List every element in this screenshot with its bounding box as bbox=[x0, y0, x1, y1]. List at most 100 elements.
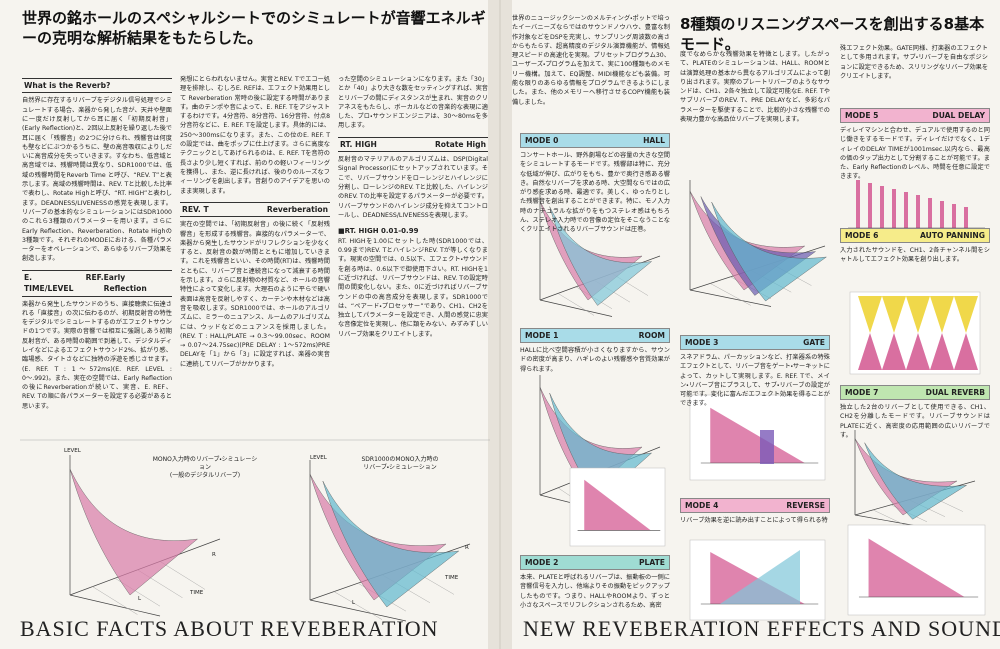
mode-name: HALL bbox=[643, 136, 665, 145]
mode-label: MODE 6 bbox=[845, 231, 879, 240]
left-column: った空間のシミュレーションになります。また「30」とか「40」より大きな数をセッ… bbox=[338, 75, 488, 345]
mode-box: MODE 6 AUTO PANNING 入力されたサウンドを、CH1、2各チャンネル… bbox=[840, 228, 990, 265]
figure-caption: MONO入力時のリバーブ・シミュレーション (一般のデジタルリバーブ) bbox=[150, 456, 260, 479]
mode-name: DUAL REVERB bbox=[925, 388, 985, 397]
diagram-grid bbox=[333, 591, 383, 620]
axis-label: R bbox=[212, 552, 216, 558]
pan-shape bbox=[930, 296, 954, 333]
axis-label: LEVEL bbox=[310, 455, 327, 461]
delay-tap bbox=[940, 201, 944, 228]
subsection-heading: ■RT. HIGH 0.01-0.99 bbox=[338, 227, 419, 236]
delay-tap bbox=[928, 198, 932, 228]
mode-header: MODE 4 REVERSE bbox=[680, 498, 830, 513]
section-heading: RT. HIGH Rotate High bbox=[338, 136, 488, 153]
pan-shape bbox=[954, 296, 978, 333]
mode-header: MODE 7 DUAL REVERB bbox=[840, 385, 990, 400]
heading: REV. T bbox=[182, 204, 209, 214]
mode-header: MODE 1 ROOM bbox=[520, 328, 670, 343]
pan-shape bbox=[882, 296, 906, 333]
delay-tap bbox=[880, 186, 884, 228]
mode-header: MODE 3 GATE bbox=[680, 335, 830, 350]
diagram-axis bbox=[689, 289, 772, 307]
mode-name: DUAL DELAY bbox=[932, 111, 985, 120]
reverb-shape bbox=[711, 201, 828, 302]
diagram-grid bbox=[872, 509, 910, 528]
diagram-axis bbox=[69, 594, 161, 617]
section: E. REF. TIME/LEVEL Early Reflection 楽器から発… bbox=[22, 269, 172, 411]
mode-header: MODE 2 PLATE bbox=[520, 555, 670, 570]
pan-shape bbox=[858, 296, 882, 333]
pan-shape bbox=[882, 333, 906, 370]
figure-caption: SDR1000のMONO入力時の リバーブ・シミュレーション bbox=[340, 456, 460, 472]
mode-description: HALLに比べ空間容積が小さくなりますから、サウンドの密度が高まり、ハギレのよい… bbox=[520, 347, 670, 373]
pan-shape bbox=[906, 333, 930, 370]
mode-label: MODE 1 bbox=[525, 331, 559, 340]
reverse-shape bbox=[720, 550, 800, 604]
decay-shape bbox=[868, 538, 965, 597]
mode-label: MODE 4 bbox=[685, 501, 719, 510]
mode-label: MODE 2 bbox=[525, 558, 559, 567]
reverb-shape bbox=[69, 468, 199, 596]
heading: E. REF. TIME/LEVEL bbox=[24, 272, 104, 294]
axis-label: LEVEL bbox=[64, 448, 81, 454]
gate-segment bbox=[760, 430, 774, 464]
delay-tap bbox=[904, 192, 908, 228]
continued-text: 殊エフェクト効果。GATE同様、打楽器のエフェクトとして多用されます。サブ・リバ… bbox=[840, 45, 989, 80]
mode-description: 独立した2台のリバーブとして使用できる、CH1、CH2を分離したモードです。リバ… bbox=[840, 404, 990, 439]
body-text: RT. HIGHを1.00にセットした時(SDR1000では、0.99まで)RE… bbox=[338, 237, 488, 338]
mode-label: MODE 3 bbox=[685, 338, 719, 347]
mode-label: MODE 7 bbox=[845, 388, 879, 397]
pan-shape bbox=[858, 333, 882, 370]
mode-box: MODE 1 ROOM HALLに比べ空間容積が小さくなりますから、サウンドの密度が… bbox=[520, 328, 670, 374]
caption-line: リバーブ・シミュレーション bbox=[363, 463, 437, 471]
pan-shape bbox=[954, 333, 978, 370]
mode-box: MODE 5 DUAL DELAY ディレイマシンと合わせ、デュアルで使用するのと同… bbox=[840, 108, 990, 182]
section: 発想にとらわれないません。実音とREV. Tでエコー処理を排除し、むしろE. R… bbox=[180, 75, 330, 196]
decay-shape bbox=[710, 407, 805, 463]
diagram-grid bbox=[557, 293, 595, 316]
subheading: Reverberation bbox=[266, 204, 328, 214]
axis-label: L bbox=[138, 596, 142, 602]
mode-name: REVERSE bbox=[786, 501, 825, 510]
mode-label: MODE 5 bbox=[845, 111, 879, 120]
left-footer: BASIC FACTS ABOUT REVEBERATION bbox=[20, 616, 439, 641]
mode-box: MODE 3 GATE スネアドラム、パーカッションなど、打楽器系の特殊エフェクトと… bbox=[680, 335, 830, 409]
delay-tap bbox=[916, 195, 920, 228]
decay-shape bbox=[584, 479, 651, 531]
delay-tap bbox=[892, 189, 896, 228]
mode-description: 本来、PLATEと呼ばれるリバーブは、振動板の一側に音響信号を入力し、他端よりそ… bbox=[520, 574, 670, 609]
diagram-axis bbox=[539, 299, 613, 317]
mode-description: ディレイマシンと合わせ、デュアルで使用するのと同じ働きをするモードです。ディレイ… bbox=[840, 127, 990, 181]
section: What is the Reverb? 自然界に存在するリバーブをデジタル信号処… bbox=[22, 78, 172, 264]
body-text: 反射音のマテリアルのアルゴリズムは、DSP(Digital Signal Pro… bbox=[338, 156, 488, 219]
diagram-grid bbox=[710, 283, 751, 306]
delay-tap bbox=[868, 183, 872, 228]
mode-description: スネアドラム、パーカッションなど、打楽器系の特殊エフェクトとして、リバーブ音をゲ… bbox=[680, 354, 830, 408]
subheading: Early Reflection bbox=[103, 272, 147, 294]
mode-box: MODE 7 DUAL REVERB 独立した2台のリバーブとして使用できる、CH1… bbox=[840, 385, 990, 440]
heading: What is the Reverb? bbox=[24, 81, 111, 90]
body-text: った空間のシミュレーションになります。また「30」とか「40」より大きな数をセッ… bbox=[338, 76, 488, 130]
heading: RT. HIGH bbox=[340, 139, 377, 149]
section-heading: What is the Reverb? bbox=[22, 78, 172, 94]
delay-tap bbox=[964, 207, 968, 228]
mode-header: MODE 0 HALL bbox=[520, 133, 670, 148]
reverb-shape bbox=[864, 442, 967, 520]
continued-text: 度でなめらかな残響効果を特徴とします。したがって、PLATEのシミュレーションは… bbox=[680, 51, 830, 124]
reverb-shape bbox=[549, 206, 653, 306]
left-column: 発想にとらわれないません。実音とREV. Tでエコー処理を排除し、むしろE. R… bbox=[180, 75, 330, 375]
intro-text: 世界のニュージックシーンのメルティング・ポットで培ったイーバニーズならではのサウ… bbox=[512, 15, 670, 106]
mode-header: MODE 5 DUAL DELAY bbox=[840, 108, 990, 123]
pan-shape bbox=[930, 333, 954, 370]
mode-box: MODE 2 PLATE 本来、PLATEと呼ばれるリバーブは、振動板の一側に音響信… bbox=[520, 555, 670, 610]
section: RT. HIGH Rotate High 反射音のマテリアルのアルゴリズムは、DS… bbox=[338, 136, 488, 220]
delay-tap bbox=[856, 180, 860, 228]
left-headline: 世界の銘ホールのスペシャルシートでのシミュレートが音響エネルギーの克明な解析結果… bbox=[22, 9, 486, 48]
section-heading: E. REF. TIME/LEVEL Early Reflection bbox=[22, 269, 172, 297]
mode-name: AUTO PANNING bbox=[920, 231, 985, 240]
mode-description: 入力されたサウンドを、CH1、2各チャンネル間をシャトルしてエフェクト効果を創り… bbox=[840, 247, 990, 264]
mode-name: ROOM bbox=[638, 331, 665, 340]
mode-name: PLATE bbox=[638, 558, 665, 567]
